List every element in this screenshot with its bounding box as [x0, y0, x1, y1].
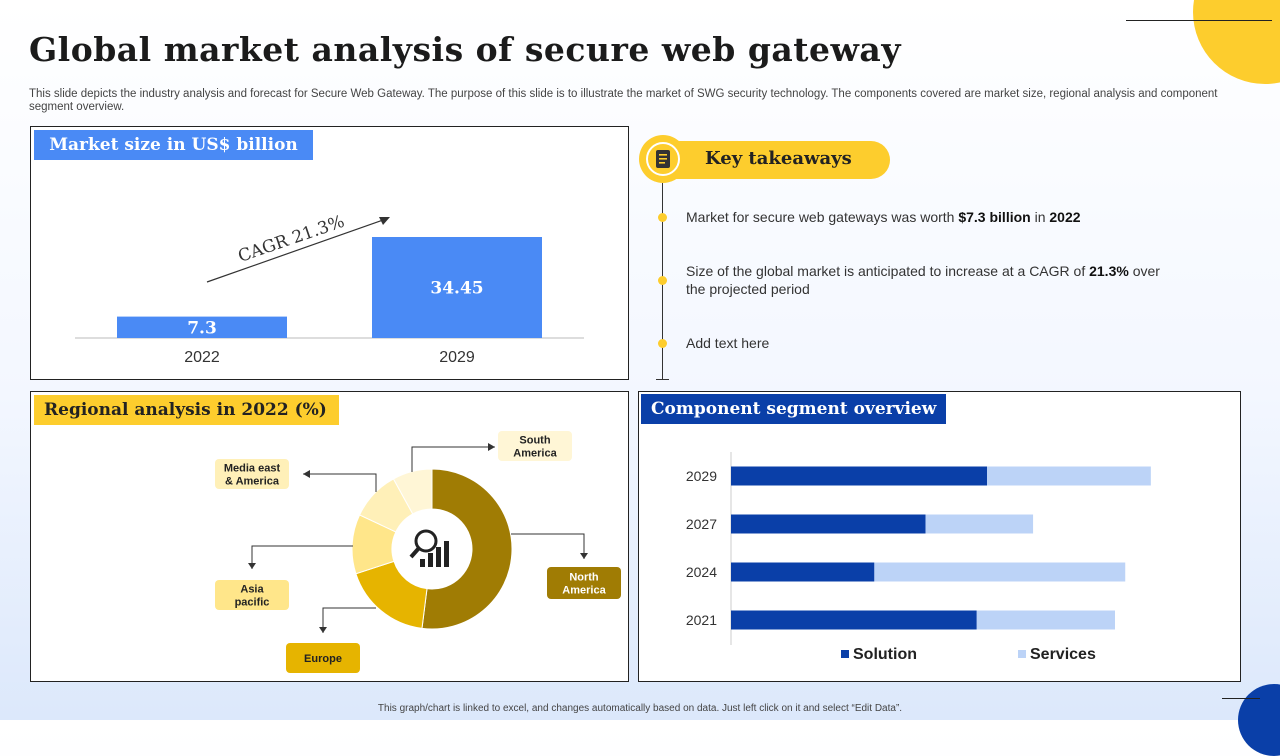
legend-swatch: [1018, 650, 1026, 658]
key-takeaways-icon-ring: [639, 135, 687, 183]
magnifier-lens: [414, 529, 438, 553]
bar-segment: [925, 514, 1034, 534]
leader-line: [303, 473, 377, 492]
timeline-dot: [658, 339, 667, 348]
bar-segment: [731, 514, 926, 534]
timeline-end-cap: [656, 379, 669, 380]
y-tick-label: 2029: [686, 468, 717, 484]
bar-segment: [976, 610, 1115, 630]
data-label: 7.3: [187, 318, 217, 338]
component-stacked-bar-chart: 2029 2027 2024 2021 Solution Services: [686, 452, 1151, 663]
region-label-box: [286, 643, 360, 673]
region-label: Media east: [224, 463, 281, 475]
y-tick-label: 2021: [686, 612, 717, 628]
legend-label: Solution: [853, 646, 917, 663]
decorative-circle-top-right: [1193, 0, 1280, 84]
document-list-icon: [646, 142, 680, 176]
region-label-box: [215, 459, 289, 489]
decorative-line-top-right: [1126, 20, 1272, 21]
leader-line: [511, 533, 585, 559]
bar-segment: [731, 610, 977, 630]
regional-analysis-panel: Regional analysis in 2022 (%) North Ameri…: [30, 391, 629, 682]
region-label: Europe: [304, 653, 342, 665]
slide-title: Global market analysis of secure web gat…: [29, 30, 901, 69]
leader-line: [322, 607, 376, 633]
timeline-dot: [658, 276, 667, 285]
market-size-panel: Market size in US$ billion 7.3 2022 34.45 2…: [30, 126, 629, 380]
y-tick-label: 2024: [686, 564, 717, 580]
donut-slice: [392, 468, 433, 515]
regional-analysis-label: Regional analysis in 2022 (%): [34, 395, 339, 425]
cagr-arrow: [206, 218, 387, 283]
timeline-dot: [658, 213, 667, 222]
leader-arrowhead: [580, 553, 588, 559]
footnote: This graph/chart is linked to excel, and…: [377, 703, 903, 714]
region-label: pacific: [235, 597, 270, 609]
bar-segment: [987, 466, 1151, 486]
leader-arrowhead: [488, 443, 495, 451]
key-takeaways-title: Key takeaways: [705, 148, 852, 169]
component-segment-label: Component segment overview: [641, 394, 947, 424]
donut-slice: [421, 468, 513, 630]
market-size-chart: 7.3 2022 34.45 2029 CAGR 21.3%: [75, 212, 584, 366]
takeaway-item: Market for secure web gateways was worth…: [686, 209, 1081, 225]
region-label-box: [215, 580, 289, 610]
cagr-annotation: CAGR 21.3%: [236, 212, 348, 267]
leader-arrowhead: [248, 563, 256, 569]
x-tick-label: 2029: [439, 349, 475, 366]
icon-bar: [428, 553, 433, 567]
takeaway-item: Size of the global market is anticipated…: [686, 263, 1160, 297]
icon-bar: [436, 547, 441, 567]
cagr-arrowhead: [379, 217, 390, 225]
region-label: South: [519, 435, 550, 447]
icon-bar: [444, 541, 449, 567]
icon-bar: [420, 559, 425, 567]
bar: [117, 316, 287, 338]
leader-arrowhead: [319, 627, 327, 633]
decorative-circle-bottom-right: [1238, 684, 1280, 756]
region-label: Asia: [240, 584, 264, 596]
region-label: & America: [225, 476, 280, 488]
region-label: North: [569, 572, 599, 584]
bar: [372, 237, 542, 338]
decorative-line-bottom-right: [1222, 698, 1260, 699]
bar-segment: [731, 466, 987, 486]
leader-line: [411, 446, 495, 472]
legend-label: Services: [1030, 646, 1096, 663]
region-label: America: [562, 585, 606, 597]
region-label-box: [547, 567, 621, 599]
data-label: 34.45: [430, 279, 483, 299]
bar-segment: [731, 562, 875, 582]
component-segment-panel: Component segment overview 2029 2027 2024 2…: [638, 391, 1241, 682]
y-tick-label: 2027: [686, 516, 717, 532]
region-label: America: [513, 448, 557, 460]
leader-line: [251, 545, 353, 569]
market-size-label: Market size in US$ billion: [34, 130, 313, 160]
analytics-magnifier-icon: [409, 529, 449, 567]
region-label-box: [498, 431, 572, 461]
leader-arrowhead: [303, 470, 310, 478]
magnifier-handle: [409, 546, 421, 559]
takeaway-item: Add text here: [686, 335, 770, 351]
x-tick-label: 2022: [184, 349, 220, 366]
legend-swatch: [841, 650, 849, 658]
bar-segment: [874, 562, 1126, 582]
slide-subtitle: This slide depicts the industry analysis…: [29, 88, 1218, 113]
